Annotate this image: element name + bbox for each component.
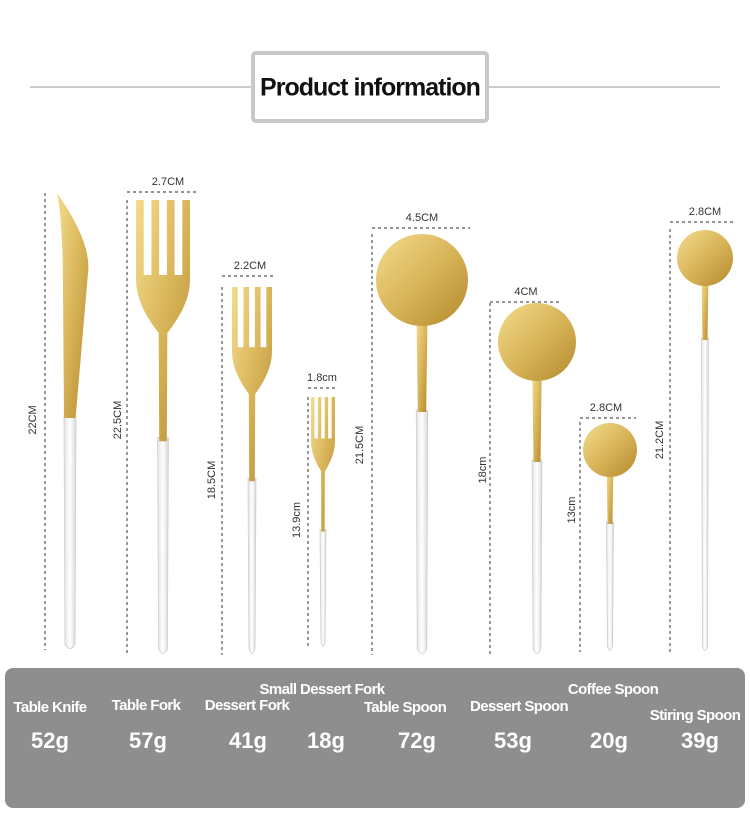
item-weight: 72g (398, 728, 436, 753)
item-name: Table Fork (112, 697, 182, 714)
header-box (251, 51, 489, 123)
length-label: 18.5CM (206, 461, 218, 500)
length-label: 22CM (27, 405, 39, 434)
spoon-bowl (498, 303, 576, 381)
tine-gap (237, 286, 244, 348)
tine-gap (328, 396, 332, 439)
item-weight: 41g (229, 728, 267, 753)
item-name: Coffee Spoon (568, 681, 659, 698)
item-weight: 20g (590, 728, 628, 753)
spoon-bowl (677, 230, 733, 286)
spoon-neck (532, 373, 542, 462)
tine-gap (159, 199, 167, 275)
length-label: 21.2CM (654, 421, 666, 460)
header-title: Product information (260, 74, 480, 102)
item-weight: 53g (494, 728, 532, 753)
item-weight: 39g (681, 728, 719, 753)
width-label: 2.2CM (234, 260, 266, 272)
item-weight: 52g (31, 728, 69, 753)
item-name: Dessert Spoon (470, 698, 568, 715)
length-label: 21.5CM (354, 426, 366, 465)
tine-gap (260, 286, 267, 348)
spoon-neck (701, 280, 709, 340)
item-name: Small Dessert Fork (259, 681, 385, 698)
width-label: 1.8cm (307, 372, 337, 384)
width-label: 4.5CM (406, 212, 438, 224)
item-name: Stiring Spoon (650, 707, 741, 724)
handle (247, 477, 257, 654)
blade (57, 193, 89, 418)
item-name: Dessert Fork (205, 697, 291, 714)
tine-gap (249, 286, 255, 348)
handle (157, 437, 169, 654)
tine-gap (143, 199, 152, 275)
handle (319, 529, 327, 647)
handle (606, 521, 614, 651)
width-label: 2.7CM (152, 176, 184, 188)
width-label: 4CM (514, 286, 537, 298)
tine-gap (321, 396, 325, 439)
length-label: 18cm (477, 457, 489, 484)
handle (531, 459, 543, 654)
tine-gap (174, 199, 183, 275)
spoon-neck (416, 316, 428, 412)
item-weight: 18g (307, 728, 345, 753)
info-panel (5, 668, 745, 808)
spoon-bowl (376, 234, 468, 326)
length-label: 13.9cm (291, 502, 303, 538)
handle (415, 409, 429, 654)
item-name: Table Knife (13, 699, 86, 716)
item-weight: 57g (129, 728, 167, 753)
spoon-neck (606, 471, 614, 524)
handle (63, 414, 77, 649)
handle (701, 337, 709, 651)
item-name: Table Spoon (364, 699, 447, 716)
width-label: 2.8CM (689, 206, 721, 218)
tine-gap (314, 396, 318, 439)
length-label: 13cm (566, 497, 578, 524)
length-label: 22.5CM (112, 401, 124, 440)
spoon-bowl (583, 423, 637, 477)
width-label: 2.8CM (590, 402, 622, 414)
